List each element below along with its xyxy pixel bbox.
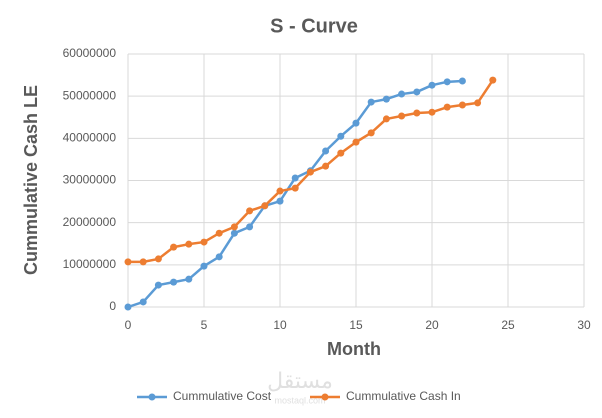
data-point bbox=[185, 275, 193, 283]
legend-marker bbox=[321, 393, 329, 401]
data-point bbox=[382, 115, 390, 123]
data-point bbox=[322, 147, 330, 155]
data-point bbox=[246, 223, 254, 231]
data-point bbox=[398, 90, 406, 98]
watermark-url: mostaql.com bbox=[274, 395, 325, 405]
data-point bbox=[200, 238, 208, 246]
data-point bbox=[170, 278, 178, 286]
x-tick-label: 30 bbox=[577, 318, 591, 332]
data-point bbox=[139, 258, 147, 266]
y-tick-label: 20000000 bbox=[63, 215, 117, 229]
data-point bbox=[443, 78, 451, 86]
data-point bbox=[458, 77, 466, 85]
x-tick-label: 5 bbox=[201, 318, 208, 332]
data-point bbox=[413, 109, 421, 117]
legend-label: Cummulative Cost bbox=[173, 389, 272, 403]
data-point bbox=[139, 298, 147, 306]
y-tick-label: 0 bbox=[109, 299, 116, 313]
data-point bbox=[261, 202, 269, 210]
data-point bbox=[413, 88, 421, 96]
data-point bbox=[398, 112, 406, 120]
data-point bbox=[215, 253, 223, 261]
legend-label: Cummulative Cash In bbox=[346, 389, 461, 403]
data-point bbox=[154, 255, 162, 263]
x-tick-label: 10 bbox=[273, 318, 287, 332]
watermark: مستقل bbox=[267, 368, 333, 393]
data-point bbox=[489, 76, 497, 84]
data-point bbox=[428, 81, 436, 89]
data-point bbox=[474, 99, 482, 107]
data-point bbox=[382, 95, 390, 103]
data-point bbox=[185, 240, 193, 248]
x-tick-label: 0 bbox=[125, 318, 132, 332]
data-point bbox=[291, 184, 299, 192]
data-point bbox=[458, 101, 466, 109]
data-point bbox=[352, 138, 360, 146]
data-point bbox=[170, 243, 178, 251]
data-point bbox=[215, 229, 223, 237]
data-point bbox=[246, 207, 254, 215]
y-tick-label: 40000000 bbox=[63, 131, 117, 145]
data-point bbox=[230, 229, 238, 237]
data-point bbox=[276, 197, 284, 205]
x-tick-label: 15 bbox=[349, 318, 363, 332]
data-point bbox=[276, 187, 284, 195]
y-tick-label: 10000000 bbox=[63, 257, 117, 271]
y-tick-label: 30000000 bbox=[63, 173, 117, 187]
data-point bbox=[367, 98, 375, 106]
data-point bbox=[200, 262, 208, 270]
data-point bbox=[230, 223, 238, 231]
data-point bbox=[124, 258, 132, 266]
legend-marker bbox=[148, 393, 156, 401]
data-point bbox=[306, 168, 314, 176]
y-tick-label: 50000000 bbox=[63, 88, 117, 102]
x-tick-label: 20 bbox=[425, 318, 439, 332]
y-axis-label: Cummulative Cash LE bbox=[21, 85, 41, 275]
data-point bbox=[367, 129, 375, 137]
data-point bbox=[428, 108, 436, 116]
data-point bbox=[322, 162, 330, 170]
data-point bbox=[124, 303, 132, 311]
data-point bbox=[443, 103, 451, 111]
data-point bbox=[337, 149, 345, 157]
y-tick-label: 60000000 bbox=[63, 46, 117, 60]
data-point bbox=[154, 281, 162, 289]
data-point bbox=[352, 119, 360, 127]
x-tick-label: 25 bbox=[501, 318, 515, 332]
x-axis-label: Month bbox=[327, 339, 381, 359]
chart-title: S - Curve bbox=[270, 15, 358, 37]
data-point bbox=[337, 132, 345, 140]
data-point bbox=[291, 174, 299, 182]
